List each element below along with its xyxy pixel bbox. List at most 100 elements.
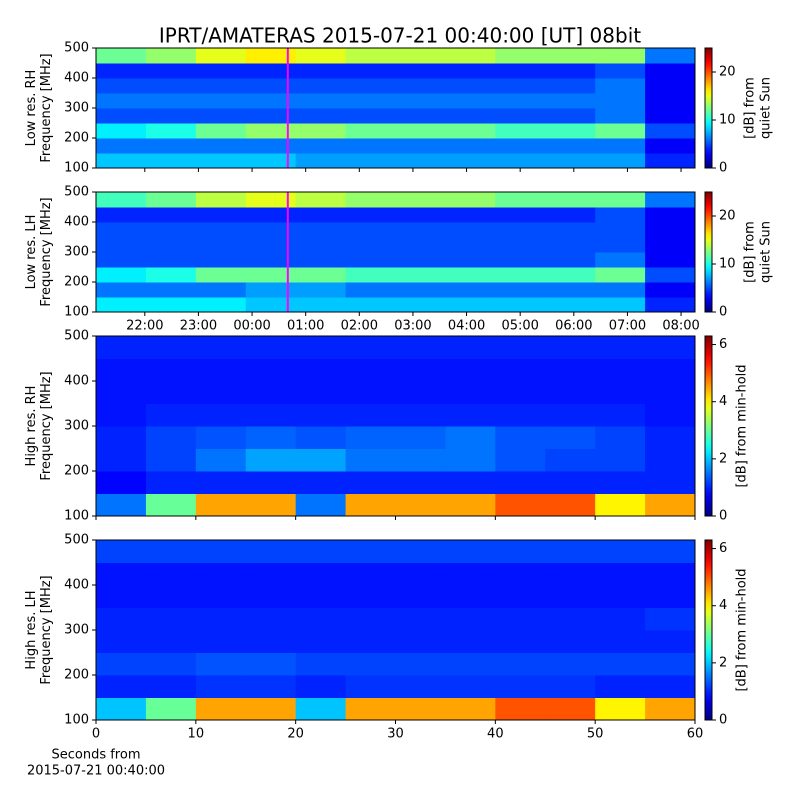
cell <box>445 493 496 517</box>
cell <box>495 267 546 283</box>
cell <box>345 493 396 517</box>
cell <box>145 267 197 283</box>
cell <box>245 493 297 517</box>
cell <box>495 675 546 698</box>
cell <box>195 108 247 124</box>
cell <box>395 48 446 64</box>
x-tick-label: 08:00 <box>662 319 699 334</box>
x-tick-label: 00:00 <box>233 319 270 334</box>
cell <box>645 336 696 359</box>
cell <box>96 562 147 586</box>
cell <box>495 207 546 223</box>
cell <box>445 607 496 631</box>
cell <box>295 630 347 653</box>
cell <box>145 78 197 94</box>
cell <box>145 630 197 653</box>
cell <box>645 78 696 94</box>
cell <box>345 540 396 563</box>
cell <box>645 426 696 449</box>
cell <box>395 358 446 382</box>
colorbar-tick-label: 0 <box>719 509 727 524</box>
cell <box>445 426 496 449</box>
cell <box>245 607 297 631</box>
x-tick-label: 02:00 <box>341 319 378 334</box>
cell <box>96 697 147 721</box>
x-tick-label: 60 <box>687 727 704 742</box>
y-axis-label: Frequency [MHz] <box>39 53 54 162</box>
x-tick-label: 07:00 <box>609 319 646 334</box>
cell <box>445 448 496 472</box>
y-tick-label: 200 <box>64 668 89 683</box>
cell <box>645 282 696 298</box>
colorbar-tick-label: 20 <box>719 65 736 80</box>
cell <box>445 252 496 268</box>
cell <box>96 108 147 124</box>
cell <box>645 493 696 517</box>
cell <box>645 138 696 154</box>
cell <box>345 207 396 223</box>
cell <box>195 282 247 298</box>
y-tick-label: 500 <box>64 329 89 344</box>
cell <box>595 252 646 268</box>
cell <box>645 252 696 268</box>
cell <box>595 207 646 223</box>
cell <box>96 207 147 223</box>
cell <box>295 138 347 154</box>
colorbar-tick-label: 2 <box>719 655 727 670</box>
cell <box>395 448 446 472</box>
cell <box>345 267 396 283</box>
cell <box>395 153 446 169</box>
cell <box>96 652 147 676</box>
cell <box>495 252 546 268</box>
cell <box>645 192 696 208</box>
cell <box>495 403 546 427</box>
cell <box>595 607 646 631</box>
cell <box>195 630 247 653</box>
cell <box>545 540 596 563</box>
cell <box>145 48 197 64</box>
cell <box>145 297 197 313</box>
cell <box>245 207 297 223</box>
cell <box>96 471 147 494</box>
cell <box>595 381 646 404</box>
cell <box>295 697 347 721</box>
cell <box>395 93 446 109</box>
cell <box>195 123 247 139</box>
y-axis-label: Low res. RH <box>24 70 39 147</box>
cell <box>645 630 696 653</box>
cell <box>245 78 297 94</box>
cell <box>495 48 546 64</box>
cell <box>145 153 197 169</box>
cell <box>295 48 347 64</box>
colorbar <box>704 191 713 313</box>
cell <box>245 448 297 472</box>
cell <box>395 192 446 208</box>
y-tick-label: 500 <box>64 533 89 548</box>
cell <box>345 630 396 653</box>
cell <box>595 153 646 169</box>
cell <box>595 630 646 653</box>
cell <box>545 471 596 494</box>
cell <box>595 675 646 698</box>
cell <box>96 426 147 449</box>
cell <box>245 48 297 64</box>
cell <box>96 252 147 268</box>
y-tick-label: 200 <box>64 464 89 479</box>
cell <box>345 78 396 94</box>
cell <box>495 697 546 721</box>
cell <box>595 108 646 124</box>
cell <box>445 192 496 208</box>
cell <box>295 336 347 359</box>
cell <box>96 138 147 154</box>
cell <box>445 585 496 608</box>
cell <box>295 267 347 283</box>
cell <box>345 282 396 298</box>
cell <box>345 108 396 124</box>
colorbar-label: quiet Sun <box>759 221 774 283</box>
cell <box>295 93 347 109</box>
cell <box>495 381 546 404</box>
cell <box>245 192 297 208</box>
cell <box>545 207 596 223</box>
y-tick-label: 100 <box>64 305 89 320</box>
cell <box>495 237 546 253</box>
